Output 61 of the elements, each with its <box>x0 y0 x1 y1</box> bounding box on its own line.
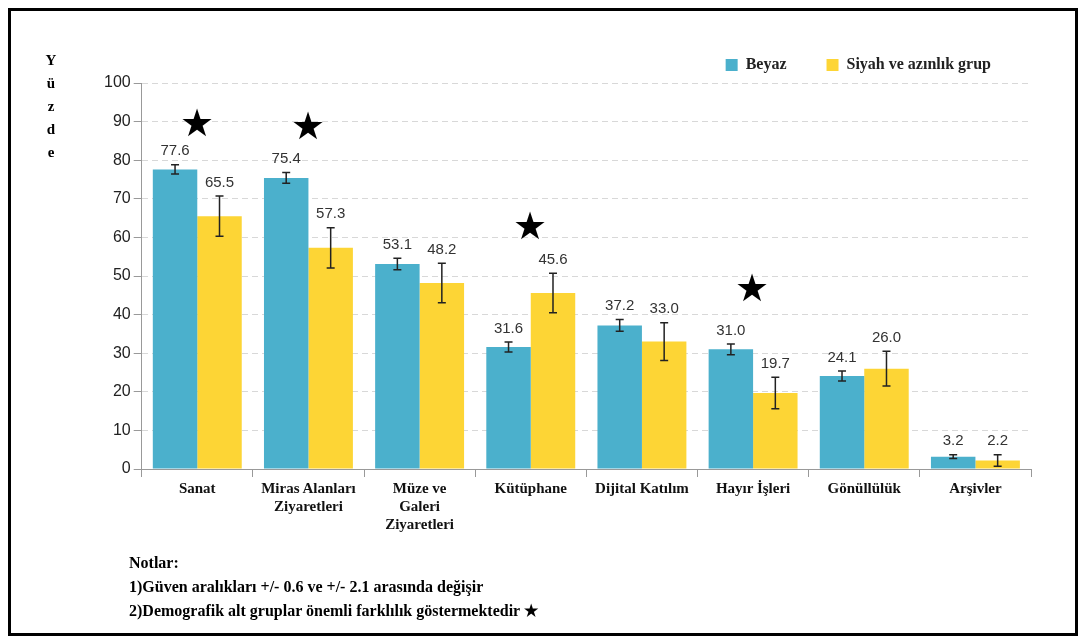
annotation: ★ <box>734 267 770 309</box>
bar <box>308 247 353 469</box>
annotation: ★ <box>179 102 215 144</box>
data-label: 37.2 <box>605 296 635 314</box>
data-label: 2.2 <box>987 431 1009 449</box>
data-label: 31.0 <box>716 320 746 338</box>
data-label: 24.1 <box>827 347 857 365</box>
bar <box>819 375 865 469</box>
bar <box>708 349 754 469</box>
bar <box>864 368 909 469</box>
data-label: 75.4 <box>271 149 301 167</box>
y-tick-label: 20 <box>112 382 131 400</box>
data-label: 31.6 <box>493 318 524 336</box>
annotation: ★ <box>290 105 326 147</box>
data-label: 33.0 <box>649 299 679 317</box>
bar <box>753 392 798 469</box>
data-label: 3.2 <box>942 431 964 449</box>
x-tick-label: Müze ve Galeri Ziyaretleri <box>385 479 455 532</box>
bar <box>375 264 420 469</box>
y-axis-title: Yüzde <box>45 51 57 162</box>
data-label: 77.6 <box>160 141 190 159</box>
data-label: 19.7 <box>760 353 790 371</box>
y-tick-label: 90 <box>112 112 131 130</box>
x-tick-label: Dijital Katılım <box>595 479 690 496</box>
y-tick-label: 70 <box>112 189 131 207</box>
data-label: 48.2 <box>427 239 457 257</box>
bar <box>530 292 576 469</box>
y-tick-label: 0 <box>121 459 131 477</box>
bar <box>641 341 687 469</box>
y-tick-label: 80 <box>112 150 131 168</box>
annotation: ★ <box>512 205 548 247</box>
x-tick-label: Miras Alanları Ziyaretleri <box>261 479 356 514</box>
y-tick-label: 30 <box>112 343 131 361</box>
bar <box>597 325 642 469</box>
data-label: 57.3 <box>316 204 346 222</box>
y-tick-label: 60 <box>112 227 131 245</box>
data-label: 45.6 <box>538 249 568 267</box>
x-tick-label: Kütüphane <box>494 479 568 496</box>
bar <box>263 177 309 469</box>
bar <box>930 456 976 469</box>
text: Notlar: <box>129 553 180 573</box>
y-tick-label: 100 <box>103 73 131 91</box>
x-tick-label: Sanat <box>178 479 216 496</box>
text: 2)Demografik alt gruplar önemli farklılık göstermektedir ★ <box>129 601 538 622</box>
y-tick-label: 10 <box>112 420 131 438</box>
legend-label: Siyah ve azınlık grup <box>846 55 992 74</box>
y-tick-label: 40 <box>112 305 131 323</box>
x-tick-label: Gönüllülük <box>827 479 902 496</box>
y-tick-label: 50 <box>112 266 131 284</box>
text: 1)Güven aralıkları +/- 0.6 ve +/- 2.1 arasında değişir <box>129 577 485 598</box>
bar <box>197 216 242 469</box>
data-label: 53.1 <box>382 234 412 252</box>
data-label: 65.5 <box>204 172 235 190</box>
bar <box>975 460 1020 469</box>
x-tick-label: Hayır İşleri <box>715 479 791 496</box>
bar <box>152 169 198 469</box>
data-label: 26.0 <box>871 327 902 345</box>
legend-label: Beyaz <box>745 55 787 74</box>
bar <box>486 347 531 469</box>
bar <box>419 282 465 469</box>
x-tick-label: Arşivler <box>949 479 1002 496</box>
